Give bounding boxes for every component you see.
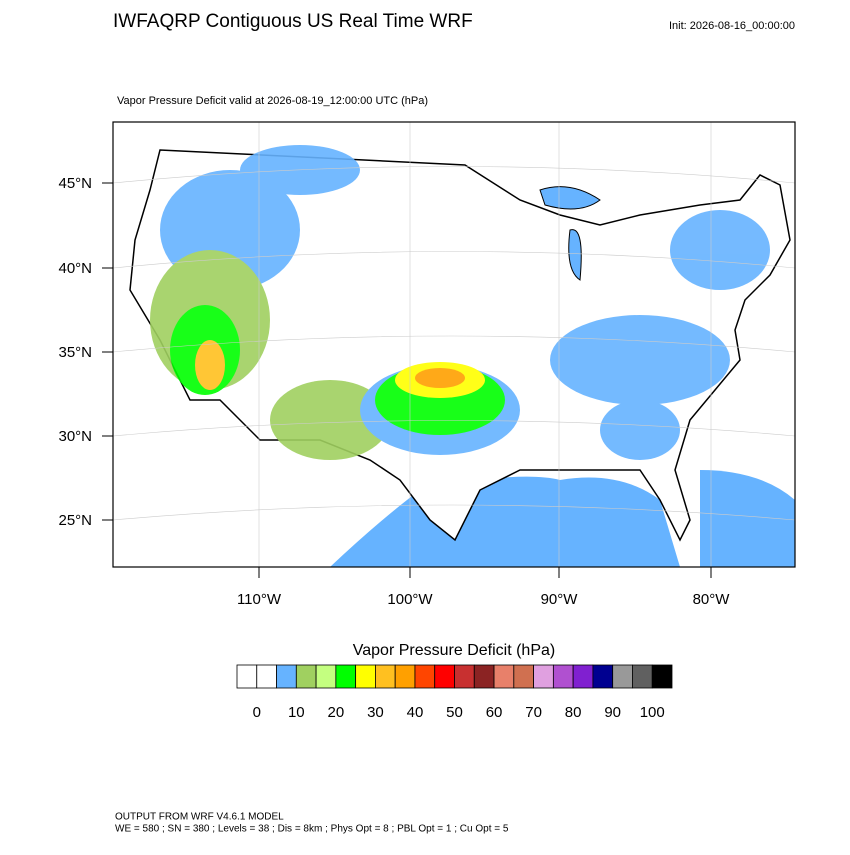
lon-label: 90°W	[541, 591, 579, 608]
colorbar-box	[236, 664, 258, 689]
colorbar-box	[592, 664, 614, 689]
subtitle: Vapor Pressure Deficit valid at 2026-08-…	[117, 95, 428, 107]
colorbar-label: 90	[604, 704, 621, 721]
colorbar-box	[632, 664, 653, 689]
footer-line: WE = 580 ; SN = 380 ; Levels = 38 ; Dis …	[115, 824, 509, 835]
colorbar-box	[454, 664, 475, 689]
colorbar-box	[513, 664, 534, 689]
footer-line: OUTPUT FROM WRF V4.6.1 MODEL	[115, 812, 284, 823]
colorbar-label: 100	[640, 704, 665, 721]
map: 45°N 40°N 35°N 30°N 25°N 110°W 100°W 90°…	[58, 121, 796, 608]
colorbar-box	[552, 664, 574, 689]
colorbar-label: 60	[486, 704, 503, 721]
lon-label: 100°W	[387, 591, 433, 608]
colorbar-box	[473, 664, 495, 689]
colorbar-title: Vapor Pressure Deficit (hPa)	[353, 642, 555, 659]
title: IWFAQRP Contiguous US Real Time WRF	[113, 11, 473, 32]
colorbar: 0 10 20 30 40 50 60 70 80 90 100	[236, 664, 673, 721]
colorbar-box	[256, 664, 277, 689]
colorbar-box	[493, 664, 515, 689]
colorbar-box	[651, 664, 673, 689]
colorbar-label: 0	[253, 704, 261, 721]
colorbar-label: 50	[446, 704, 463, 721]
colorbar-label: 40	[407, 704, 424, 721]
colorbar-label: 10	[288, 704, 305, 721]
colorbar-label: 80	[565, 704, 582, 721]
colorbar-box	[355, 664, 376, 689]
colorbar-box	[533, 664, 554, 689]
colorbar-box	[375, 664, 396, 689]
lon-label: 80°W	[693, 591, 731, 608]
colorbar-label: 20	[328, 704, 345, 721]
colorbar-box	[315, 664, 337, 689]
colorbar-box	[276, 664, 297, 689]
lat-label: 40°N	[58, 260, 92, 277]
lat-label: 30°N	[58, 428, 92, 445]
lat-label: 45°N	[58, 175, 92, 192]
init-time: Init: 2026-08-16_00:00:00	[669, 20, 795, 32]
colorbar-box	[295, 664, 317, 689]
lat-label: 35°N	[58, 344, 92, 361]
colorbar-box	[612, 664, 633, 689]
colorbar-box	[394, 664, 416, 689]
colorbar-label: 30	[367, 704, 384, 721]
colorbar-box	[414, 664, 436, 689]
lat-label: 25°N	[58, 512, 92, 529]
colorbar-label: 70	[525, 704, 542, 721]
lon-label: 110°W	[237, 591, 282, 608]
colorbar-box	[335, 664, 357, 689]
colorbar-box	[572, 664, 594, 689]
colorbar-box	[434, 664, 455, 689]
